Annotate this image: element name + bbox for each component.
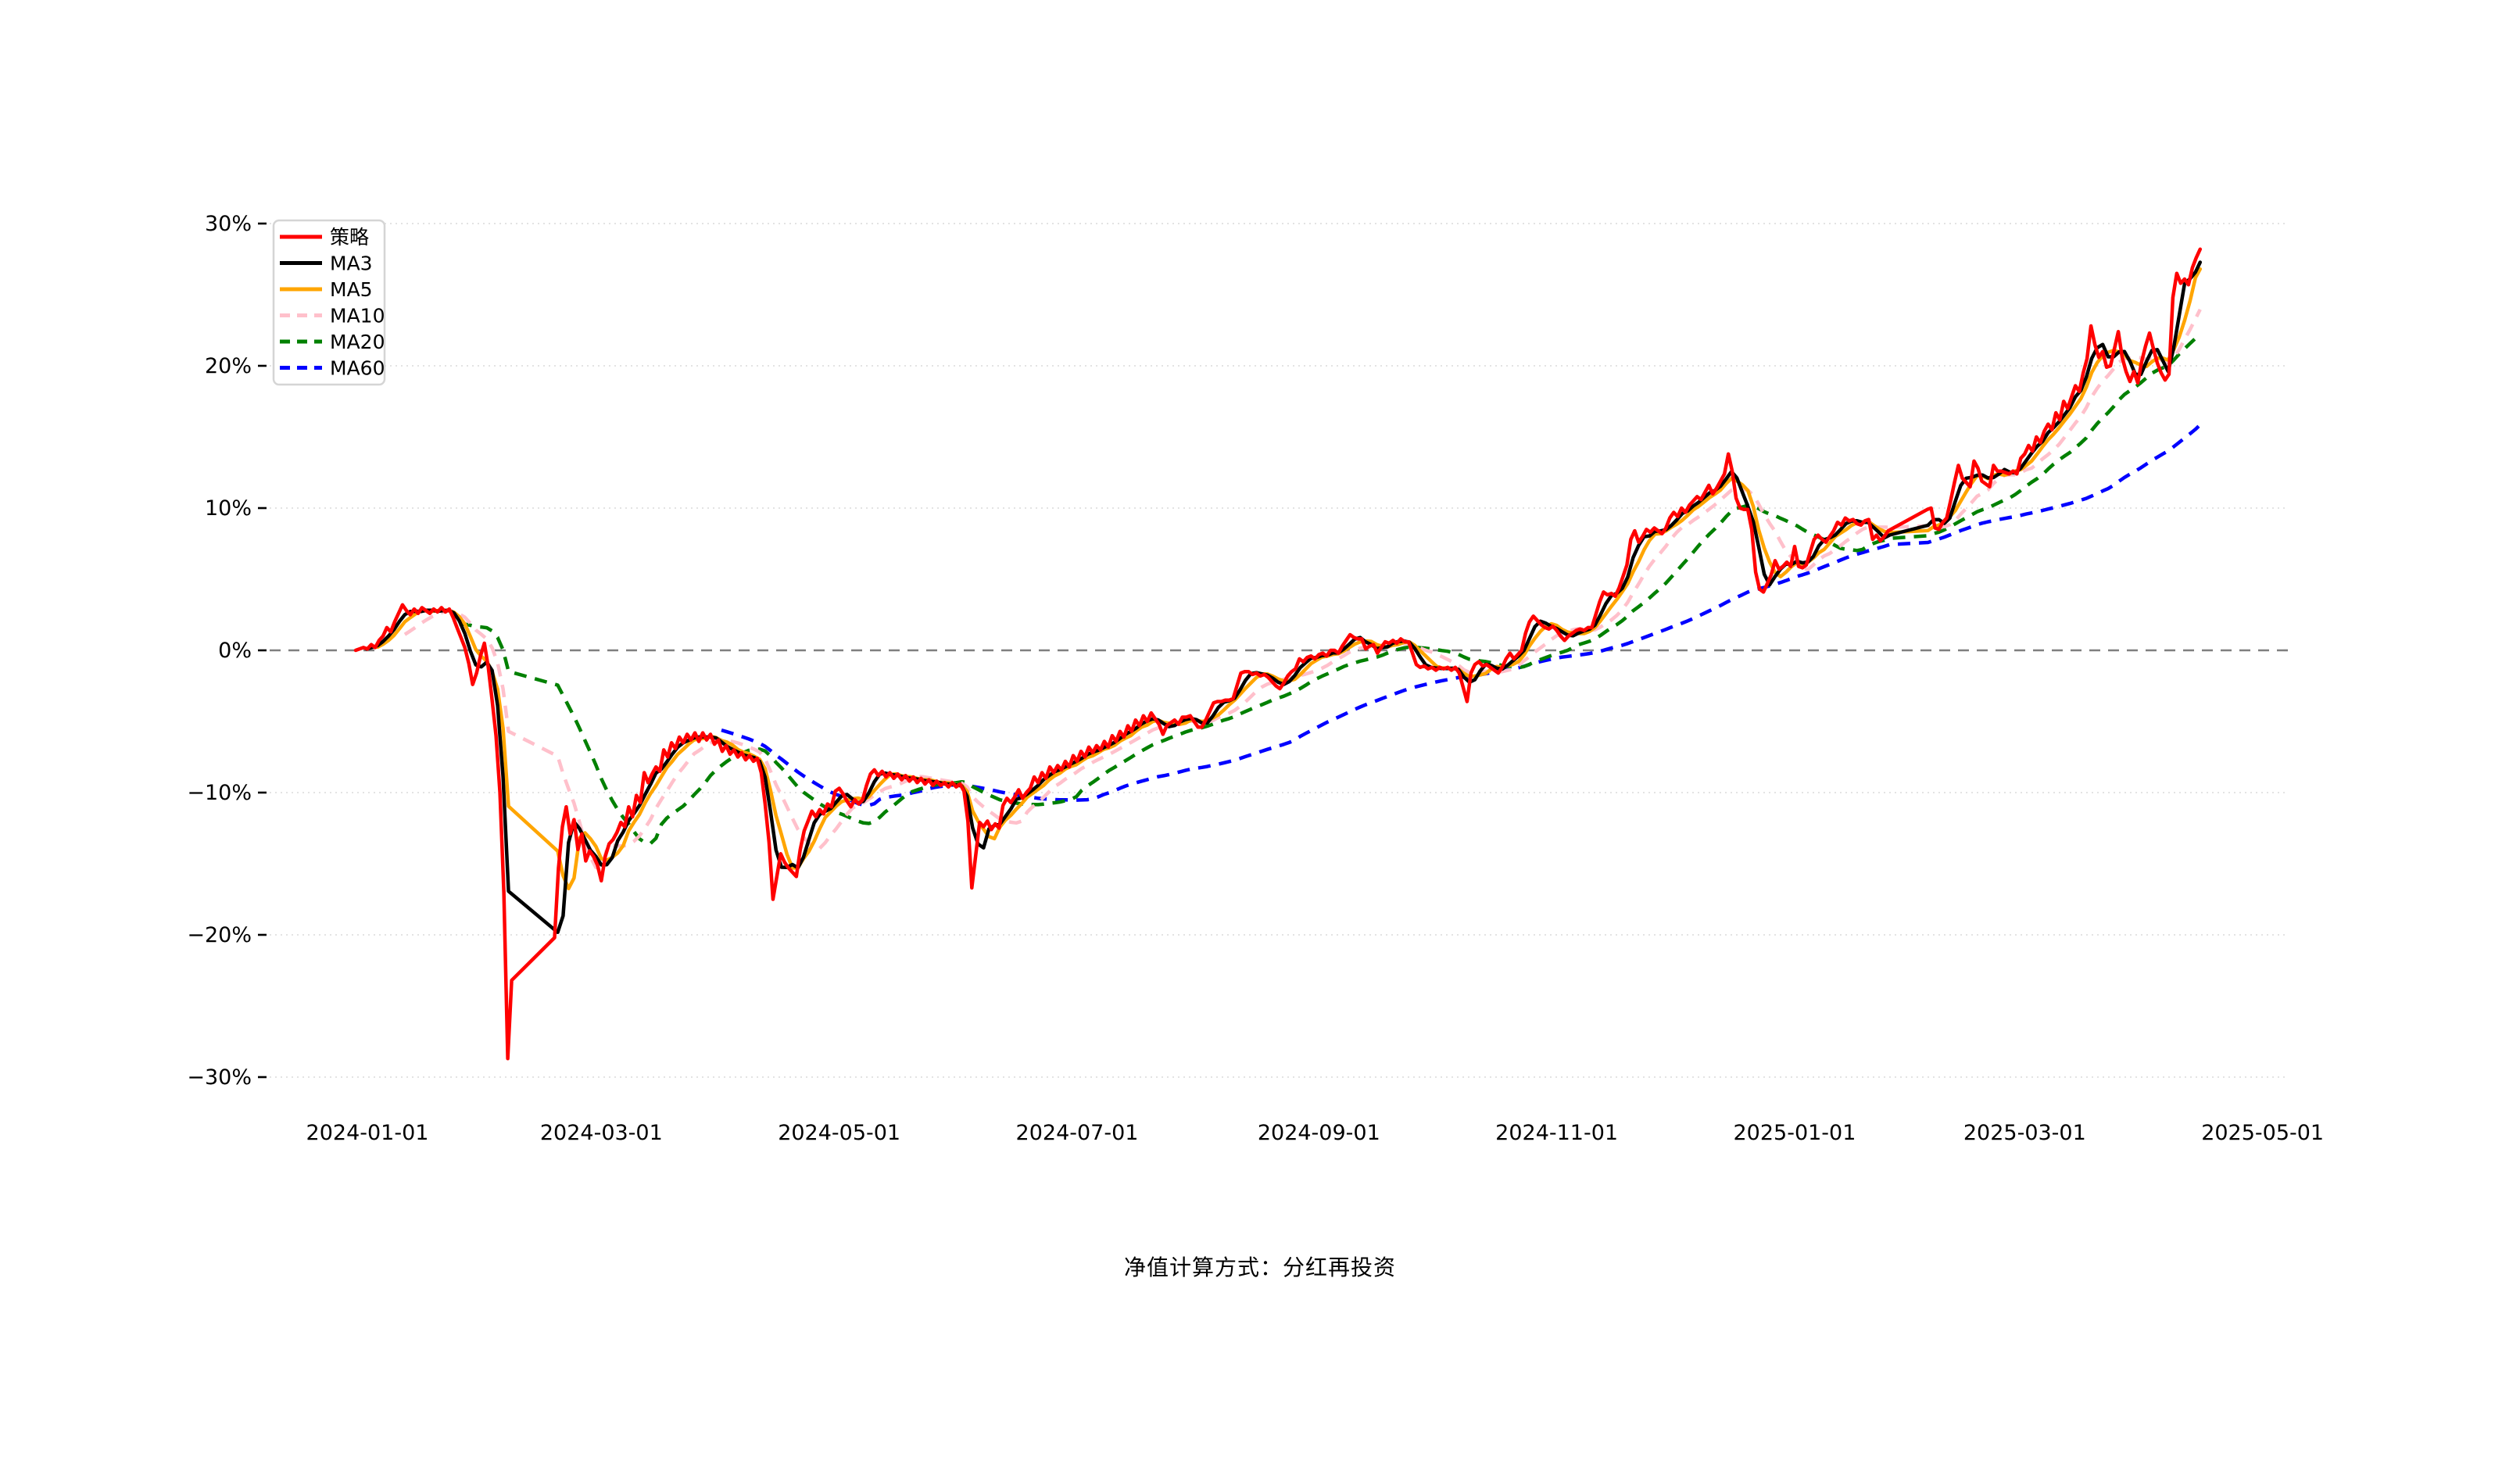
footer-note: 净值计算方式：分红再投资 (1123, 1255, 1396, 1280)
y-tick-label: 0% (218, 639, 252, 663)
line-ma20 (459, 332, 2202, 846)
y-tick-label: 20% (205, 354, 252, 378)
x-tick-label: 2024-09-01 (1258, 1121, 1380, 1145)
x-tick-label: 2024-01-01 (306, 1121, 429, 1145)
y-tick-label: −20% (187, 923, 252, 947)
line-ma10 (403, 308, 2202, 871)
legend-item-ma5[interactable]: MA5 (280, 278, 373, 301)
line-ma60 (721, 423, 2202, 807)
legend-item-ma20[interactable]: MA20 (280, 331, 385, 353)
x-tick-label: 2024-07-01 (1016, 1121, 1139, 1145)
legend-label-ma10: MA10 (330, 305, 385, 328)
line-strategy (353, 247, 2203, 1061)
legend-label-strategy: 策略 (330, 226, 369, 249)
y-tick-label: 10% (205, 496, 252, 521)
legend-label-ma60: MA60 (330, 357, 385, 380)
x-tick-label: 2024-11-01 (1495, 1121, 1618, 1145)
legend: 策略 MA3 MA5 MA10 MA20 MA60 (272, 219, 386, 386)
legend-label-ma5: MA5 (330, 278, 373, 301)
legend-item-ma60[interactable]: MA60 (280, 357, 385, 380)
legend-item-strategy[interactable]: 策略 (280, 226, 369, 249)
legend-item-ma10[interactable]: MA10 (280, 305, 385, 328)
y-tick-label: 30% (205, 212, 252, 236)
x-tick-label: 2025-03-01 (1963, 1121, 2086, 1145)
y-tick-label: −30% (187, 1065, 252, 1090)
legend-item-ma3[interactable]: MA3 (280, 252, 373, 275)
y-tick-label: −10% (187, 781, 252, 805)
x-tick-label: 2024-05-01 (778, 1121, 900, 1145)
x-tick-label: 2025-05-01 (2201, 1121, 2324, 1145)
line-ma5 (375, 267, 2203, 891)
x-tick-label: 2025-01-01 (1734, 1121, 1856, 1145)
legend-label-ma20: MA20 (330, 331, 385, 353)
x-tick-label: 2024-03-01 (540, 1121, 663, 1145)
line-ma3 (364, 260, 2203, 935)
legend-label-ma3: MA3 (330, 252, 373, 275)
